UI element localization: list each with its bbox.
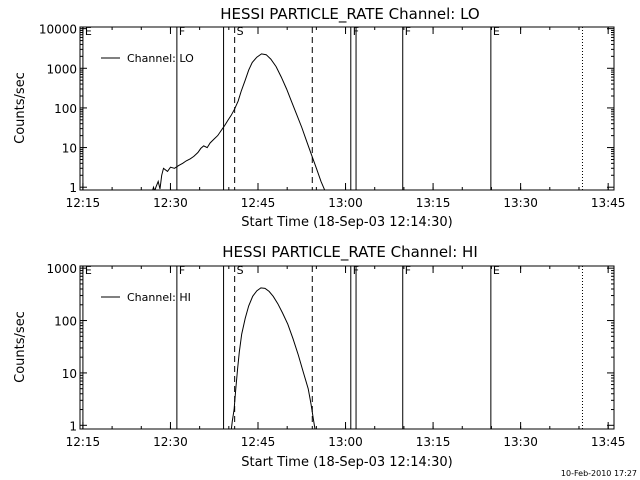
x-tick-label: 13:45 <box>591 435 626 449</box>
x-axis-label: Start Time (18-Sep-03 12:14:30) <box>241 215 452 230</box>
y-axis-label: Counts/sec <box>13 72 28 144</box>
series-line <box>152 53 326 190</box>
x-tick-label: 12:30 <box>153 435 188 449</box>
event-marker-label: F <box>405 264 411 277</box>
y-tick-label: 10 <box>62 367 77 381</box>
y-axis-label: Counts/sec <box>13 311 28 383</box>
x-tick-label: 13:30 <box>503 435 538 449</box>
y-tick-label: 1 <box>69 419 77 433</box>
event-marker-label: E <box>493 25 500 38</box>
event-marker-label: E <box>85 264 92 277</box>
series-line <box>230 287 316 429</box>
x-axis-label: Start Time (18-Sep-03 12:14:30) <box>241 455 452 470</box>
x-tick-label: 12:45 <box>241 435 276 449</box>
y-tick-label: 1000 <box>46 262 77 276</box>
legend-label: Channel: HI <box>127 291 191 304</box>
y-tick-label: 100 <box>54 315 77 329</box>
x-tick-label: 12:30 <box>153 196 188 210</box>
y-tick-label: 10000 <box>39 23 77 37</box>
x-tick-label: 12:45 <box>241 196 276 210</box>
x-tick-label: 13:45 <box>591 196 626 210</box>
x-tick-label: 12:15 <box>66 435 101 449</box>
y-tick-label: 10 <box>62 142 77 156</box>
y-tick-label: 1000 <box>46 62 77 76</box>
plot-area: 12:15 12:30 12:45 13:00 13:15 13:30 13:45 1 10 10… <box>46 262 625 449</box>
event-marker-label: E <box>85 25 92 38</box>
chart-panel-hi: HESSI PARTICLE_RATE Channel: HI Start Ti… <box>13 243 625 470</box>
event-marker-label: F <box>405 25 411 38</box>
chart-panel-lo: HESSI PARTICLE_RATE Channel: LO Start Ti… <box>13 5 625 230</box>
x-tick-label: 13:30 <box>503 196 538 210</box>
x-tick-label: 12:15 <box>66 196 101 210</box>
event-marker-label: E <box>493 264 500 277</box>
plot-frame <box>79 26 615 191</box>
chart-title: HESSI PARTICLE_RATE Channel: LO <box>220 5 479 24</box>
x-tick-label: 13:15 <box>416 196 451 210</box>
event-marker-label: S <box>237 264 244 277</box>
y-tick-label: 100 <box>54 102 77 116</box>
chart-title: HESSI PARTICLE_RATE Channel: HI <box>222 243 478 262</box>
legend-label: Channel: LO <box>127 52 194 65</box>
event-marker-label: F <box>179 264 185 277</box>
x-tick-label: 13:00 <box>328 435 363 449</box>
event-marker-label: S <box>237 25 244 38</box>
footer-date: 10-Feb-2010 17:27 <box>561 469 637 478</box>
event-marker-label: F <box>179 25 185 38</box>
plot-area: 12:15 12:30 12:45 13:00 13:15 13:30 13:45 1 10 10… <box>39 23 626 210</box>
y-tick-label: 1 <box>69 181 77 195</box>
x-tick-label: 13:15 <box>416 435 451 449</box>
x-tick-label: 13:00 <box>328 196 363 210</box>
